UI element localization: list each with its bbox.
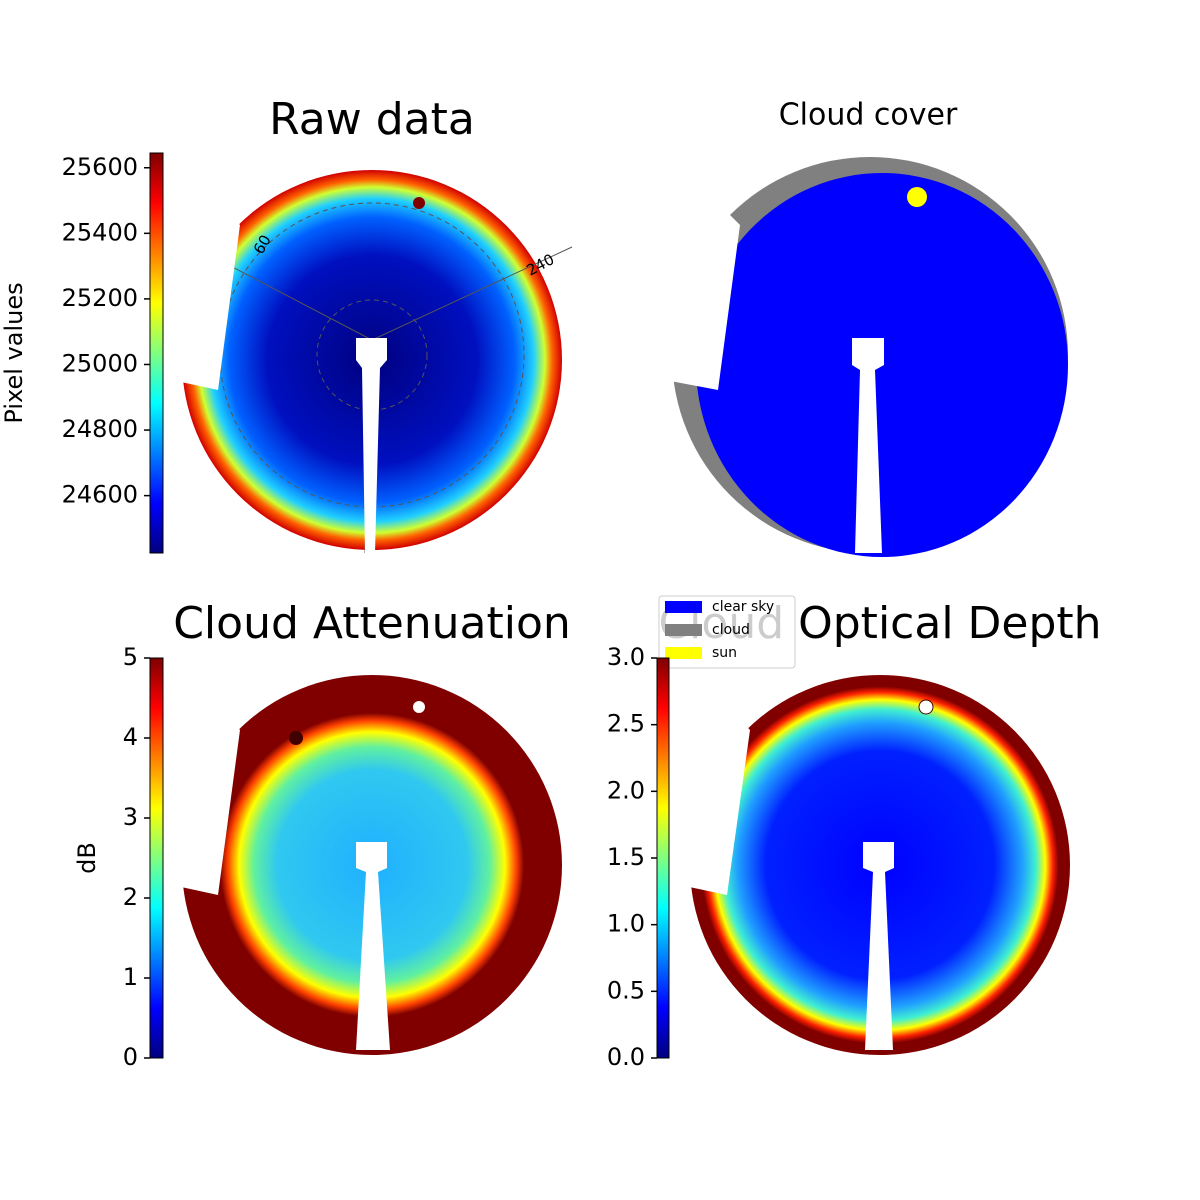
tick-label: 5 xyxy=(123,643,138,671)
spot xyxy=(289,731,303,745)
colorbar xyxy=(656,657,670,1059)
sun-spot xyxy=(907,187,927,207)
tick-label: 24800 xyxy=(62,415,138,443)
legend-swatch xyxy=(665,647,702,659)
sky-images: 120 60 240 xyxy=(172,150,1070,1055)
legend-swatch xyxy=(665,624,702,636)
tick-label: 25000 xyxy=(62,349,138,377)
tick-label: 1.5 xyxy=(607,843,645,871)
colorbar xyxy=(149,152,164,554)
tick-label: 2.5 xyxy=(607,710,645,738)
tick-label: 3 xyxy=(123,803,138,831)
legend-label: cloud xyxy=(712,622,750,638)
colorbar xyxy=(149,657,164,1059)
colorbar-label: dB xyxy=(73,842,101,874)
mask xyxy=(172,150,240,390)
tick-label: 2 xyxy=(123,883,138,911)
panel-title: Cloud Attenuation xyxy=(173,598,571,649)
tick-label: 0 xyxy=(123,1043,138,1071)
legend-label: clear sky xyxy=(712,599,774,615)
legend: clear sky cloud sun xyxy=(658,595,796,669)
mask xyxy=(680,655,750,895)
legend-swatch xyxy=(665,601,702,613)
masts xyxy=(356,338,894,1050)
tick-label: 24600 xyxy=(62,481,138,509)
panel-title: Cloud cover xyxy=(779,98,958,133)
tick-label: 0.0 xyxy=(607,1043,645,1071)
tick-label: 0.5 xyxy=(607,976,645,1004)
colorbar-label: Pixel values xyxy=(0,282,28,423)
tick-label: 25400 xyxy=(62,218,138,246)
tick-label: 3.0 xyxy=(607,643,645,671)
tick-label: 25200 xyxy=(62,284,138,312)
tick-label: 4 xyxy=(123,723,138,751)
sun-spot xyxy=(413,197,425,209)
sun-spot xyxy=(918,699,934,715)
tick-label: 25600 xyxy=(62,153,138,181)
mask xyxy=(665,150,740,390)
panel-title: Raw data xyxy=(269,94,475,145)
tick-label: 1.0 xyxy=(607,910,645,938)
sun-spot xyxy=(413,701,425,713)
mask xyxy=(172,655,240,895)
legend-label: sun xyxy=(712,645,737,661)
tick-label: 1 xyxy=(123,963,138,991)
tick-label: 2.0 xyxy=(607,776,645,804)
